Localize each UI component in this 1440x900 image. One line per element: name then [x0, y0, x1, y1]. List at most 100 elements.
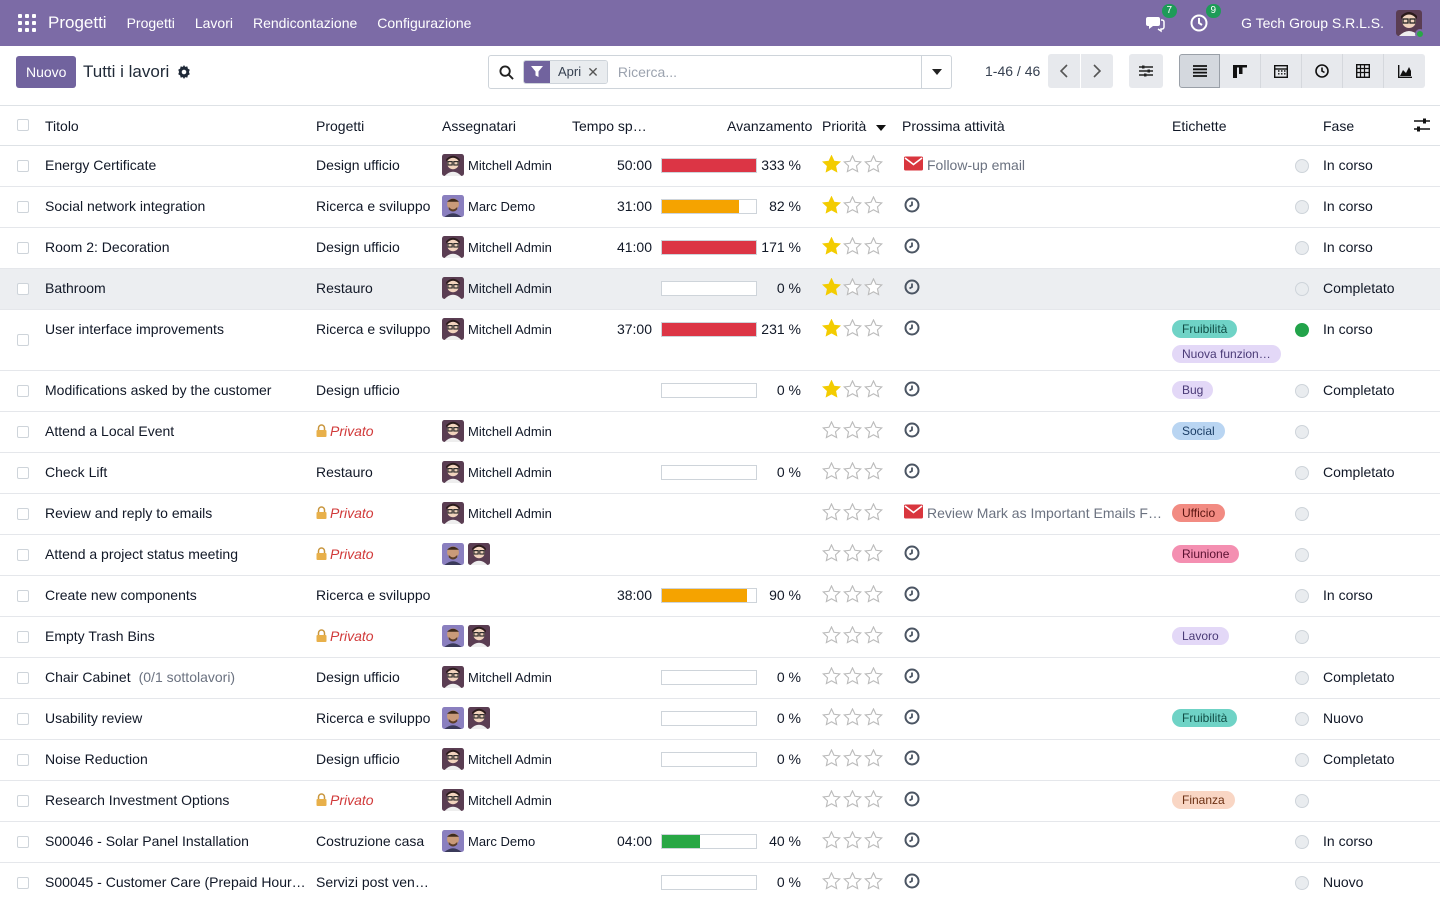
star-icon[interactable]	[821, 461, 842, 483]
clock-icon[interactable]	[904, 627, 920, 646]
priority-stars[interactable]	[821, 871, 884, 893]
star-icon[interactable]	[821, 236, 842, 258]
kanban-state-dot[interactable]	[1295, 753, 1309, 767]
clock-icon[interactable]	[904, 320, 920, 339]
task-project[interactable]: Privato	[316, 792, 434, 808]
next-activity[interactable]	[904, 873, 1166, 892]
table-row[interactable]: Attend a project status meeting Privato Ri…	[0, 535, 1440, 576]
star-icon[interactable]	[842, 666, 863, 688]
row-checkbox[interactable]	[17, 795, 29, 807]
star-icon[interactable]	[842, 789, 863, 811]
avatar-mitchell[interactable]	[442, 154, 464, 176]
pivot-view-button[interactable]	[1343, 54, 1384, 88]
star-icon[interactable]	[821, 666, 842, 688]
apps-menu-icon[interactable]	[18, 14, 36, 32]
star-icon[interactable]	[842, 420, 863, 442]
priority-stars[interactable]	[821, 236, 884, 258]
activities-icon[interactable]: 9	[1189, 4, 1222, 33]
task-assignees[interactable]: Mitchell Admin	[442, 666, 552, 688]
row-checkbox[interactable]	[17, 836, 29, 848]
row-checkbox[interactable]	[17, 754, 29, 766]
table-row[interactable]: Research Investment Options Privato Mitche…	[0, 781, 1440, 822]
star-icon[interactable]	[821, 154, 842, 176]
star-icon[interactable]	[821, 502, 842, 524]
star-icon[interactable]	[863, 830, 884, 852]
priority-stars[interactable]	[821, 420, 884, 442]
star-icon[interactable]	[821, 379, 842, 401]
next-activity[interactable]	[904, 279, 1166, 298]
star-icon[interactable]	[842, 154, 863, 176]
toggle-search-panel-button[interactable]	[1129, 54, 1163, 88]
task-project[interactable]: Ricerca e sviluppo	[316, 321, 431, 337]
task-assignees[interactable]: Mitchell Admin	[442, 748, 552, 770]
next-activity[interactable]	[904, 320, 1166, 339]
clock-icon[interactable]	[904, 668, 920, 687]
avatar-mitchell[interactable]	[442, 461, 464, 483]
table-row[interactable]: Chair Cabinet (0/1 sottolavori) Design uff…	[0, 658, 1440, 699]
priority-stars[interactable]	[821, 584, 884, 606]
star-icon[interactable]	[863, 748, 884, 770]
next-activity[interactable]	[904, 422, 1166, 441]
new-button[interactable]: Nuovo	[16, 56, 77, 88]
next-activity[interactable]	[904, 463, 1166, 482]
row-checkbox[interactable]	[17, 385, 29, 397]
task-project[interactable]: Design ufficio	[316, 382, 400, 398]
clock-icon[interactable]	[904, 463, 920, 482]
avatar-marc[interactable]	[442, 625, 464, 647]
table-row[interactable]: Check Lift Restauro Mitchell Admin 0 % Compl…	[0, 453, 1440, 494]
priority-stars[interactable]	[821, 543, 884, 565]
row-checkbox[interactable]	[17, 426, 29, 438]
select-all-checkbox[interactable]	[17, 119, 29, 131]
header-tags[interactable]: Etichette	[1172, 118, 1227, 134]
task-project[interactable]: Ricerca e sviluppo	[316, 710, 431, 726]
priority-stars[interactable]	[821, 748, 884, 770]
row-checkbox[interactable]	[17, 242, 29, 254]
task-project[interactable]: Privato	[316, 546, 434, 562]
star-icon[interactable]	[863, 625, 884, 647]
priority-stars[interactable]	[821, 461, 884, 483]
search-input[interactable]	[617, 64, 908, 80]
pager-previous-button[interactable]	[1048, 54, 1080, 88]
task-project[interactable]: Restauro	[316, 280, 373, 296]
next-activity[interactable]	[904, 709, 1166, 728]
kanban-state-dot[interactable]	[1295, 384, 1309, 398]
priority-stars[interactable]	[821, 154, 884, 176]
task-assignees[interactable]: Mitchell Admin	[442, 154, 552, 176]
menu-item-configurazione[interactable]: Configurazione	[377, 15, 472, 31]
star-icon[interactable]	[821, 318, 842, 340]
table-row[interactable]: Modifications asked by the customer Desig…	[0, 371, 1440, 412]
menu-item-lavori[interactable]: Lavori	[194, 15, 233, 31]
kanban-state-dot[interactable]	[1295, 835, 1309, 849]
task-assignees[interactable]: Mitchell Admin	[442, 277, 552, 299]
clock-icon[interactable]	[904, 422, 920, 441]
star-icon[interactable]	[842, 379, 863, 401]
next-activity[interactable]: Follow-up email	[904, 156, 1166, 174]
star-icon[interactable]	[821, 748, 842, 770]
graph-view-button[interactable]	[1384, 54, 1425, 88]
star-icon[interactable]	[842, 625, 863, 647]
table-row[interactable]: S00045 - Customer Care (Prepaid Hour… Ser…	[0, 863, 1440, 900]
header-title[interactable]: Titolo	[45, 118, 79, 134]
next-activity[interactable]	[904, 627, 1166, 646]
avatar-mitchell[interactable]	[442, 236, 464, 258]
task-project[interactable]: Design ufficio	[316, 239, 400, 255]
menu-item-rendicontazione[interactable]: Rendicontazione	[252, 15, 358, 31]
star-icon[interactable]	[842, 871, 863, 893]
star-icon[interactable]	[821, 871, 842, 893]
header-assignees[interactable]: Assegnatari	[442, 118, 516, 134]
table-row[interactable]: Noise Reduction Design ufficio Mitchell Ad…	[0, 740, 1440, 781]
kanban-state-dot[interactable]	[1295, 630, 1309, 644]
clock-icon[interactable]	[904, 238, 920, 257]
avatar-marc[interactable]	[442, 543, 464, 565]
row-checkbox[interactable]	[17, 201, 29, 213]
star-icon[interactable]	[863, 502, 884, 524]
star-icon[interactable]	[863, 543, 884, 565]
header-stage[interactable]: Fase	[1323, 118, 1355, 134]
star-icon[interactable]	[863, 584, 884, 606]
kanban-state-dot[interactable]	[1295, 425, 1309, 439]
task-assignees[interactable]	[442, 625, 490, 647]
row-checkbox[interactable]	[17, 877, 29, 889]
kanban-state-dot[interactable]	[1295, 159, 1309, 173]
clock-icon[interactable]	[904, 832, 920, 851]
star-icon[interactable]	[821, 420, 842, 442]
